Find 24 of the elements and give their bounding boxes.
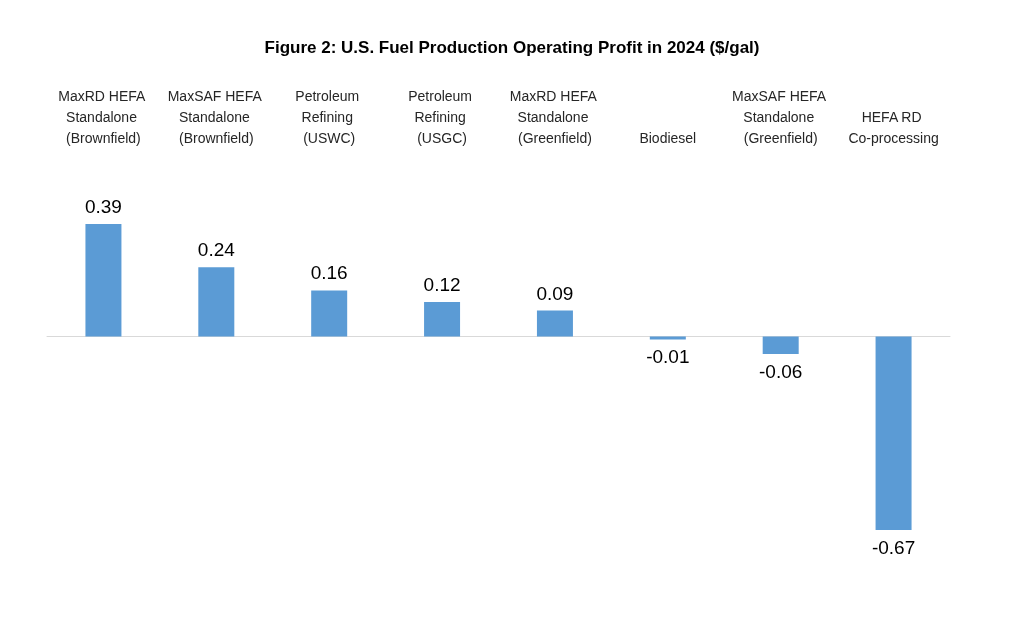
x-tick-label: MaxRD HEFA Standalone (Greenfield) bbox=[509, 87, 601, 146]
data-label: 0.24 bbox=[197, 239, 236, 261]
bar bbox=[85, 224, 122, 337]
x-tick-label: Petroleum Refining (USWC) bbox=[295, 87, 364, 146]
x-tick-label: Petroleum Refining (USGC) bbox=[408, 87, 476, 146]
x-tick-label: HEFA RD Co-processing bbox=[848, 108, 939, 146]
data-label: 0.12 bbox=[423, 273, 461, 295]
data-label: 0.39 bbox=[84, 196, 122, 217]
bar bbox=[198, 267, 235, 337]
bar bbox=[762, 336, 799, 354]
x-tick-label: MaxSAF HEFA Standalone (Brownfield) bbox=[167, 87, 265, 146]
bar bbox=[536, 310, 573, 337]
data-label: -0.67 bbox=[871, 537, 916, 558]
x-tick-label: MaxSAF HEFA Standalone (Greenfield) bbox=[732, 87, 830, 146]
x-tick-label: MaxRD HEFA Standalone (Brownfield) bbox=[58, 87, 149, 146]
chart-title: Figure 2: U.S. Fuel Production Operating Profit in 2024 ($/gal) bbox=[264, 38, 760, 57]
data-label: 0.16 bbox=[310, 262, 348, 284]
data-label: 0.09 bbox=[536, 282, 574, 304]
bar bbox=[311, 290, 348, 337]
data-label: -0.06 bbox=[759, 360, 803, 382]
bar bbox=[875, 336, 912, 530]
bar bbox=[424, 301, 461, 337]
data-label: -0.01 bbox=[646, 346, 690, 368]
x-tick-label: Biodiesel bbox=[639, 129, 697, 146]
